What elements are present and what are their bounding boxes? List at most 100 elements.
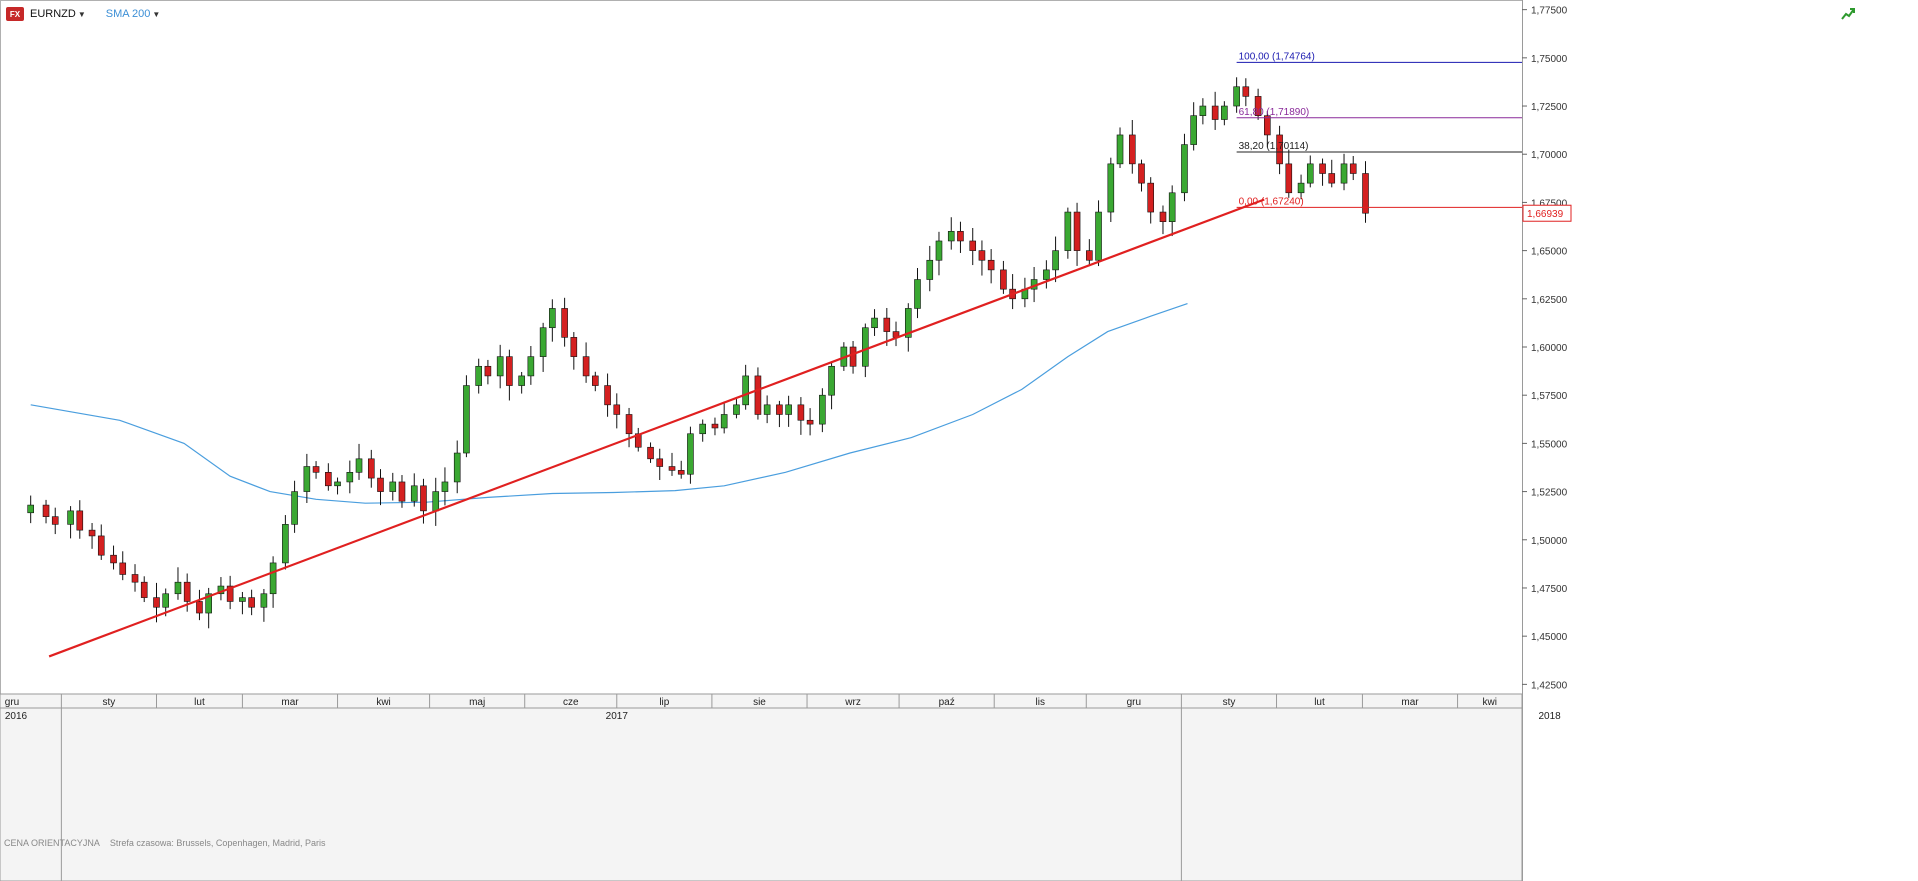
month-label: gru [5, 697, 19, 708]
candle-bearish [119, 562, 127, 575]
candle-bearish [957, 231, 964, 242]
candle-bearish [76, 510, 84, 531]
candle-bullish [871, 317, 878, 329]
y-tick-label: 1,70000 [1531, 150, 1568, 161]
y-tick-label: 1,50000 [1531, 536, 1568, 547]
candle-bearish [1000, 269, 1007, 290]
candle-bearish [1328, 173, 1336, 184]
candle-bearish [613, 404, 621, 415]
y-tick-label: 1,62500 [1531, 295, 1568, 306]
month-label: mar [281, 697, 299, 708]
candle-bearish [1147, 182, 1155, 213]
candle-bullish [346, 472, 354, 483]
sma-200-line [30, 303, 1188, 504]
y-tick-label: 1,65000 [1531, 247, 1568, 258]
candle-bullish [926, 259, 934, 280]
month-label: gru [1127, 697, 1141, 708]
month-label: lip [659, 697, 669, 708]
candle-bullish [1181, 144, 1188, 194]
fib-level-label: 61,80 (1,71890) [1239, 107, 1310, 118]
candle-bearish [1276, 134, 1283, 165]
candle-bullish [1199, 105, 1207, 116]
footer-note: CENA ORIENTACYJNA Strefa czasowa: Brusse… [4, 838, 325, 848]
candle-bullish [496, 356, 504, 377]
candle-bearish [1128, 134, 1136, 165]
candle-bullish [291, 491, 298, 525]
trend-chart-icon[interactable] [1840, 6, 1856, 22]
month-label: sie [753, 697, 766, 708]
candle-bullish [699, 423, 706, 435]
candle-bearish [570, 337, 578, 357]
month-label: sty [103, 697, 116, 708]
candle-bearish [484, 365, 492, 377]
candle-bullish [67, 510, 74, 525]
candle-bearish [398, 481, 406, 502]
chevron-down-icon: ▼ [77, 10, 86, 19]
candle-bearish [987, 259, 995, 271]
month-label: kwi [1483, 697, 1497, 708]
candle-bullish [441, 481, 449, 492]
candle-bearish [1254, 96, 1262, 116]
candle-bullish [174, 581, 182, 595]
candle-bullish [935, 240, 943, 261]
candle-bullish [785, 404, 792, 415]
chart-toolbar: FX EURNZD ▼ SMA 200 ▼ [6, 4, 160, 24]
candle-bearish [51, 516, 59, 525]
candle-bearish [591, 375, 599, 386]
candle-bullish [27, 504, 34, 514]
candle-bearish [883, 317, 891, 332]
indicator-selector[interactable]: SMA 200 ▼ [106, 8, 161, 20]
candle-bullish [862, 327, 869, 367]
candle-bearish [1242, 86, 1250, 97]
candle-bullish [527, 356, 535, 377]
fib-level-label: 38,20 (1,70114) [1239, 141, 1309, 152]
candle-bearish [506, 356, 513, 386]
month-label: mar [1401, 697, 1419, 708]
candle-bullish [1107, 163, 1115, 213]
fx-badge-icon: FX [6, 7, 24, 21]
candle-bullish [742, 375, 749, 406]
candle-bearish [604, 385, 611, 406]
candle-bearish [42, 504, 50, 517]
symbol-selector[interactable]: EURNZD ▼ [30, 8, 86, 20]
candle-bearish [1362, 173, 1369, 214]
candle-bearish [1319, 163, 1326, 174]
candle-bearish [561, 308, 568, 338]
fib-level-label: 0,00 (1,67240) [1239, 196, 1304, 207]
y-tick-label: 1,57500 [1531, 391, 1568, 402]
month-label: lut [194, 697, 205, 708]
candle-bullish [518, 375, 525, 386]
candle-bullish [1306, 163, 1314, 184]
candle-bullish [269, 562, 277, 595]
candle-bearish [367, 458, 375, 479]
y-tick-label: 1,45000 [1531, 632, 1568, 643]
price-mode-label: CENA ORIENTACYJNA [4, 838, 100, 848]
candle-bearish [647, 446, 654, 460]
candle-bullish [733, 404, 740, 415]
candle-bearish [1211, 105, 1219, 120]
candle-bullish [239, 597, 246, 602]
candle-bullish [1297, 182, 1305, 194]
candle-bullish [282, 524, 289, 564]
candle-bearish [140, 581, 148, 598]
candle-bullish [914, 279, 921, 309]
time-axis-background [0, 693, 1523, 881]
candle-bullish [432, 491, 440, 512]
candle-bullish [1221, 105, 1228, 120]
candle-bearish [88, 529, 96, 537]
candle-bearish [131, 574, 139, 583]
candle-bearish [625, 414, 633, 435]
candle-bearish [196, 601, 203, 614]
candle-bullish [162, 593, 170, 608]
candle-bearish [1138, 163, 1145, 184]
month-label: kwi [376, 697, 390, 708]
candle-bullish [1043, 269, 1050, 280]
candle-bearish [153, 597, 160, 608]
candle-bearish [668, 466, 676, 471]
candle-bullish [1168, 192, 1176, 222]
year-label: 2016 [5, 711, 28, 722]
candle-bullish [1052, 250, 1059, 271]
month-label: cze [563, 697, 579, 708]
candle-bearish [183, 581, 191, 602]
